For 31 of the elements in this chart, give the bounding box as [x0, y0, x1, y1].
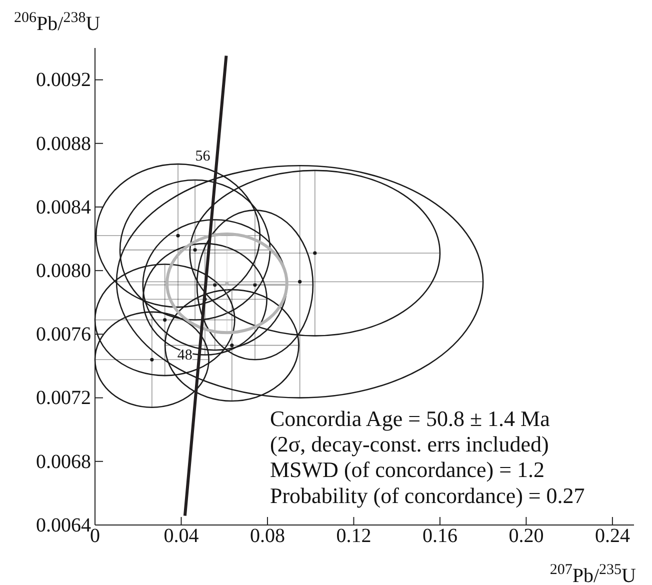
y-tick-label: 0.0076 [36, 324, 91, 346]
x-tick-label: 0.16 [422, 525, 458, 548]
point [163, 318, 167, 322]
point [230, 344, 234, 348]
y-tick-label: 0.0084 [36, 196, 91, 218]
annotation: Probability (of concordance) = 0.27 [270, 482, 585, 508]
y-axis-title: $^{206}$Pb/$^{238}$U [14, 10, 101, 35]
y-tick-label: 0.0072 [36, 387, 91, 410]
point [298, 280, 302, 284]
point [225, 282, 229, 286]
annotation: 48 [177, 347, 192, 364]
point [253, 283, 257, 287]
x-tick-label: 0.24 [594, 525, 630, 548]
y-tick-label: 0.0080 [36, 260, 91, 282]
point [150, 358, 154, 362]
x-tick-label: 0.04 [164, 525, 199, 548]
y-tick-label: 0.0092 [36, 69, 91, 92]
point [313, 251, 317, 255]
annotation: Concordia Age = 50.8 ± 1.4 Ma [270, 406, 550, 431]
x-tick-label: 0.20 [508, 525, 544, 548]
y-tick-label: 0.0068 [36, 450, 91, 473]
annotation: MSWD (of concordance) = 1.2 [270, 457, 544, 482]
x-tick-label: 0.12 [336, 525, 372, 548]
x-axis-title: $^{207}$Pb/$^{235}$U [550, 562, 637, 585]
y-tick-label: 0.0064 [36, 514, 91, 536]
annotation: (2σ, decay-const. errs included) [270, 432, 549, 457]
y-tick-label: 0.0088 [36, 132, 91, 155]
x-tick-label: 0 [90, 525, 100, 548]
annotation: 56 [195, 148, 211, 165]
point [176, 234, 180, 238]
x-tick-label: 0.08 [250, 525, 285, 548]
